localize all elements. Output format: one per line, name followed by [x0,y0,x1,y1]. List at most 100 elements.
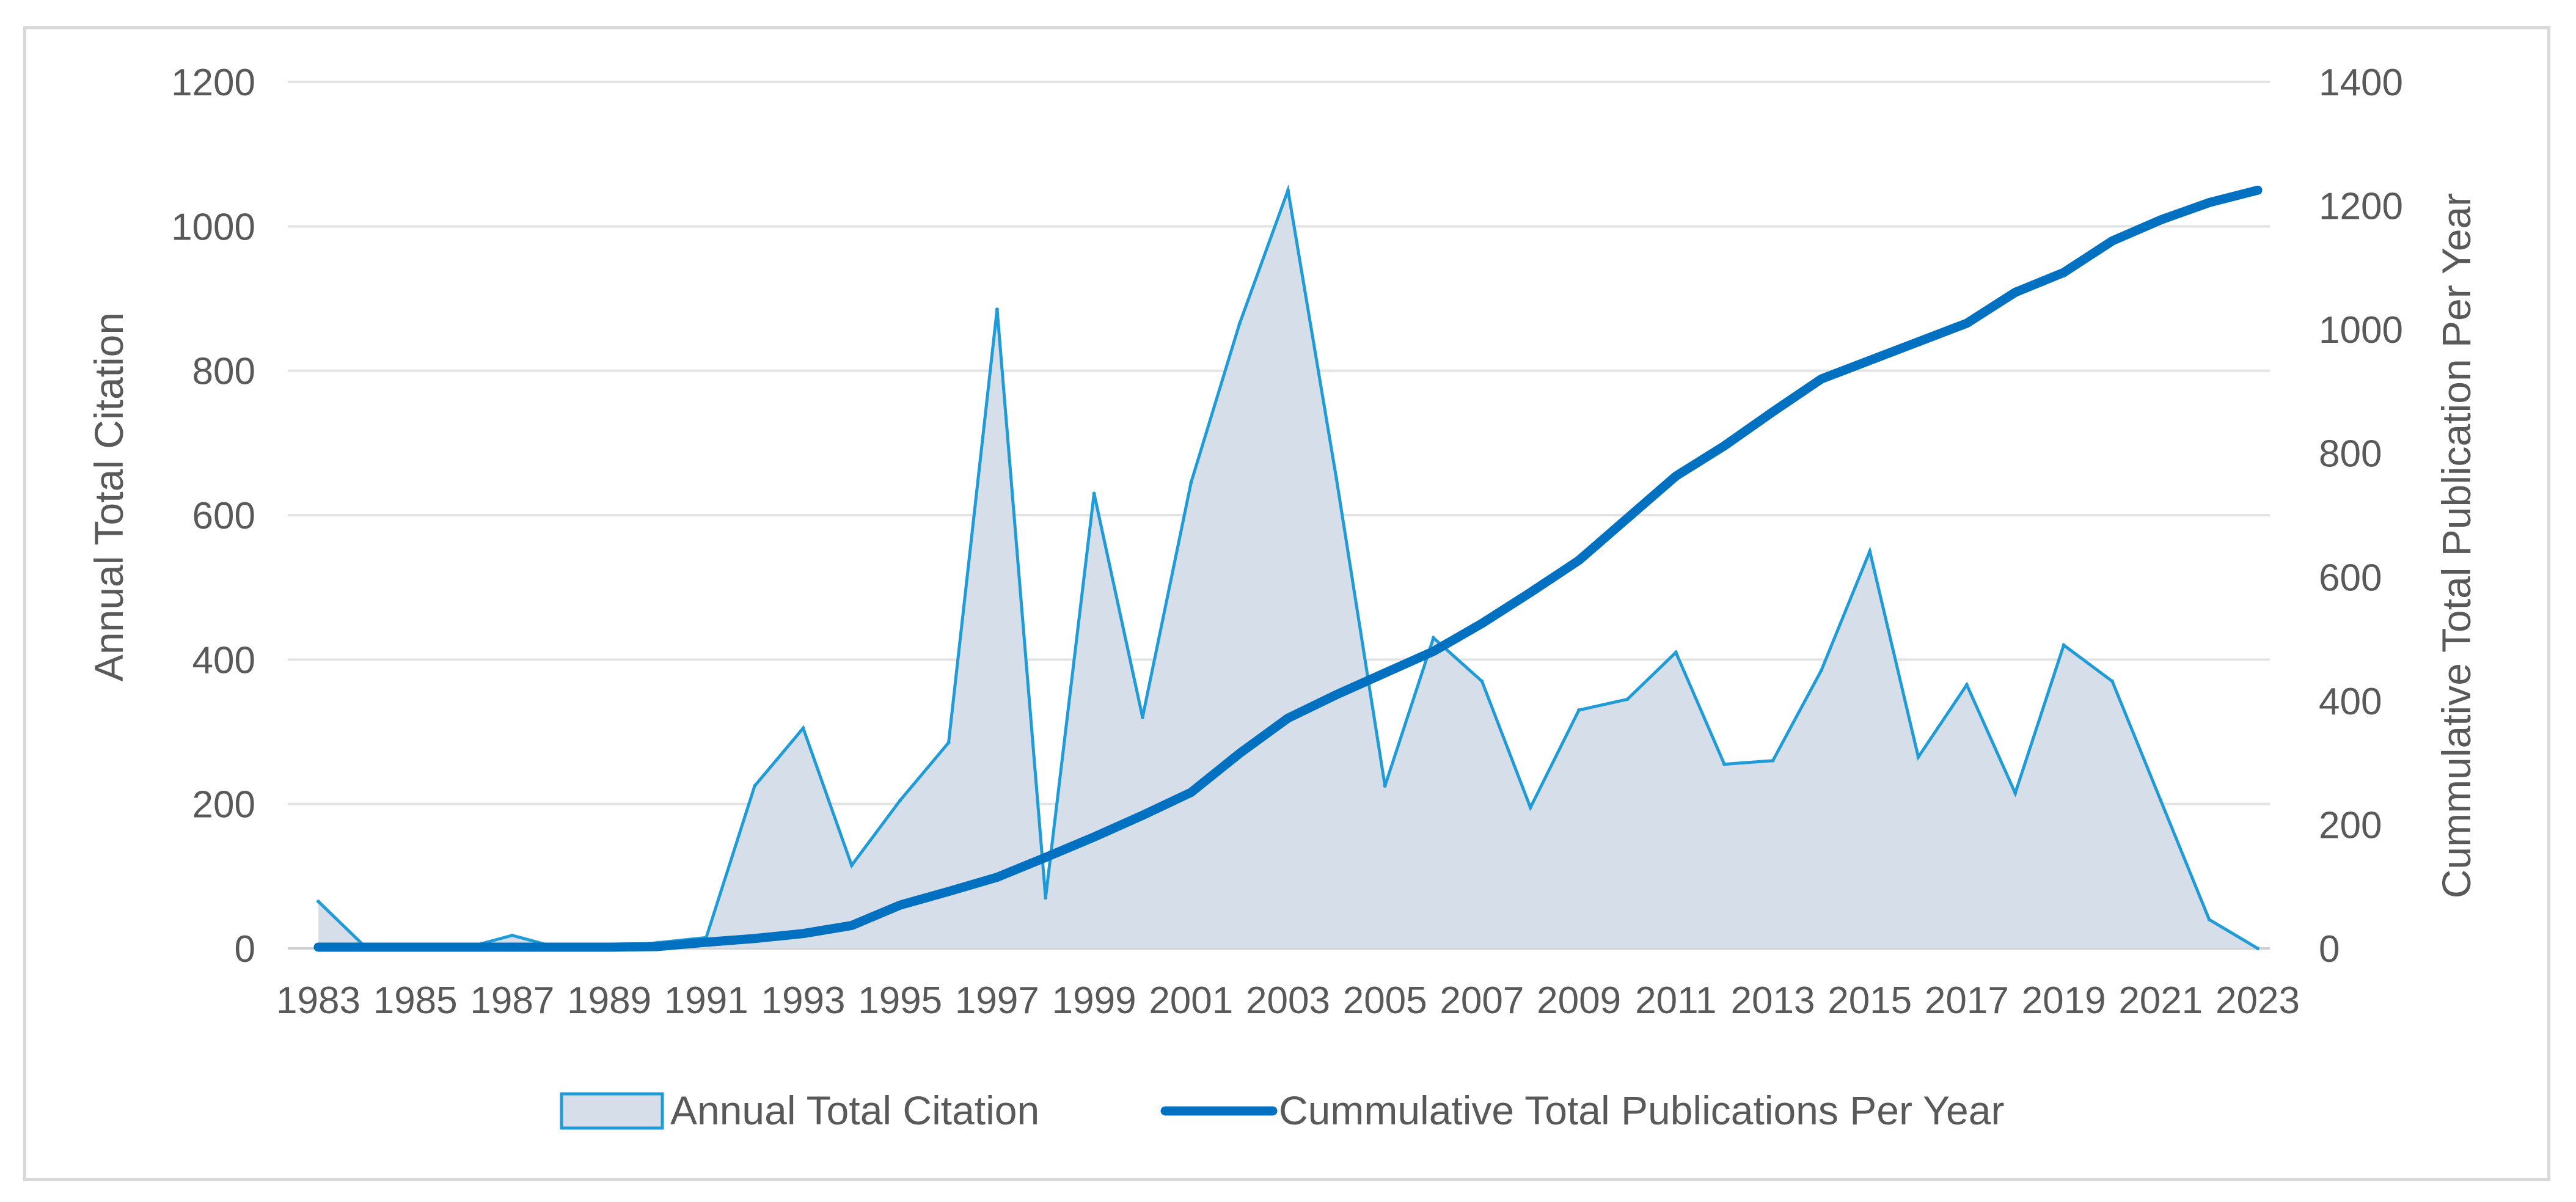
right-tick-label: 800 [2319,433,2382,475]
publication-point [2208,201,2211,204]
publication-point [1092,835,1096,838]
left-axis-ticks: 0 200 400 600 800 1000 1200 [171,62,255,970]
publication-point [1674,475,1677,478]
x-tick-label: 2021 [2118,980,2203,1022]
publication-point [1917,340,1920,343]
right-axis-ticks: 0 200 400 600 800 1000 1200 1400 [2319,62,2403,970]
left-axis-title: Annual Total Citation [86,312,131,681]
citation-point [995,307,999,312]
citation-point [1092,491,1096,496]
citation-point [1819,669,1823,673]
citation-point [2159,798,2163,802]
x-tick-label: 2013 [1731,980,1815,1022]
citation-point [1432,636,1436,640]
publication-point [656,945,659,948]
publication-point [463,945,466,948]
left-tick-label: 1000 [171,206,255,248]
citation-point [317,900,320,904]
publication-point [802,932,805,935]
right-axis-title: Cummulative Total Publication Per Year [2434,193,2479,898]
left-tick-label: 800 [192,351,255,393]
citation-point [753,784,757,788]
citation-point [898,798,902,802]
x-tick-label: 1997 [955,980,1039,1022]
x-tick-label: 2015 [1828,980,1912,1022]
citation-point [2062,643,2066,647]
citation-point [1868,549,1872,554]
right-tick-label: 400 [2319,681,2382,723]
publication-point [753,937,756,940]
citation-point [1383,784,1387,788]
citation-point [1189,480,1193,485]
citation-point [801,726,805,730]
citation-point [1674,650,1678,654]
publication-point [2110,240,2113,243]
x-tick-label: 1991 [664,980,748,1022]
x-tick-label: 1989 [567,980,651,1022]
citation-point [1334,477,1339,481]
publication-point [414,945,417,948]
publication-point [1432,650,1435,653]
publication-point [2062,271,2065,274]
left-tick-label: 600 [192,495,255,537]
publication-point [1868,359,1872,362]
combo-chart: 0 200 400 600 800 1000 1200 0 200 400 600 800 1000 1… [86,62,2479,1133]
citation-point [1286,188,1290,192]
citation-point [1771,758,1775,763]
right-tick-label: 1200 [2319,186,2403,228]
right-tick-label: 1000 [2319,309,2403,351]
publication-point [559,945,562,948]
x-tick-label: 2005 [1343,980,1427,1022]
left-tick-label: 0 [235,928,255,970]
publication-point [1820,378,1823,381]
publication-point [947,890,950,893]
publication-line [313,185,2263,952]
citation-area [317,184,2259,950]
citation-point [946,741,951,745]
citation-point [1140,715,1144,719]
citation-point [1964,683,1969,687]
publication-point [608,945,611,948]
citation-point [1480,679,1484,683]
citation-point [510,933,514,937]
citation-point [849,863,854,868]
publication-point [1238,752,1241,755]
citation-point [2110,679,2114,683]
publication-point [1771,410,1774,413]
publication-point [1723,444,1726,447]
publication-point [1529,591,1532,594]
x-tick-label: 2001 [1149,980,1233,1022]
x-tick-label: 2009 [1537,980,1621,1022]
publication-point [1190,791,1193,794]
publication-point [1044,856,1047,859]
publication-point [2159,218,2162,221]
citation-point [2207,917,2211,922]
publication-point [850,924,853,927]
x-tick-label: 2011 [1635,980,1716,1022]
x-axis-ticks: 1983 1985 1987 1989 1991 1993 1995 1997 1999 2001… [276,980,2300,1022]
publication-point [365,945,368,948]
citation-point [2256,947,2259,950]
publication-point [1480,622,1484,625]
x-tick-label: 2023 [2216,980,2300,1022]
left-tick-label: 200 [192,784,255,826]
left-tick-label: 1200 [171,62,255,104]
publication-point [704,940,708,944]
left-tick-label: 400 [192,639,255,681]
x-tick-label: 1983 [276,980,360,1022]
right-tick-label: 1400 [2319,62,2403,104]
right-tick-label: 600 [2319,557,2382,599]
chart-frame: 0 200 400 600 800 1000 1200 0 200 400 600 800 1000 1… [23,26,2550,1181]
publication-point [1626,517,1629,520]
citation-area-fill [318,190,2258,948]
publication-point [511,945,514,948]
citation-point [1237,321,1242,326]
publication-point [2014,291,2017,294]
x-tick-label: 2007 [1440,980,1524,1022]
publication-point [317,945,320,948]
x-tick-label: 1993 [761,980,846,1022]
citation-point [1625,697,1630,702]
x-tick-label: 2017 [1925,980,2009,1022]
legend-label-publications: Cummulative Total Publications Per Year [1279,1088,2004,1133]
x-tick-label: 2019 [2022,980,2106,1022]
